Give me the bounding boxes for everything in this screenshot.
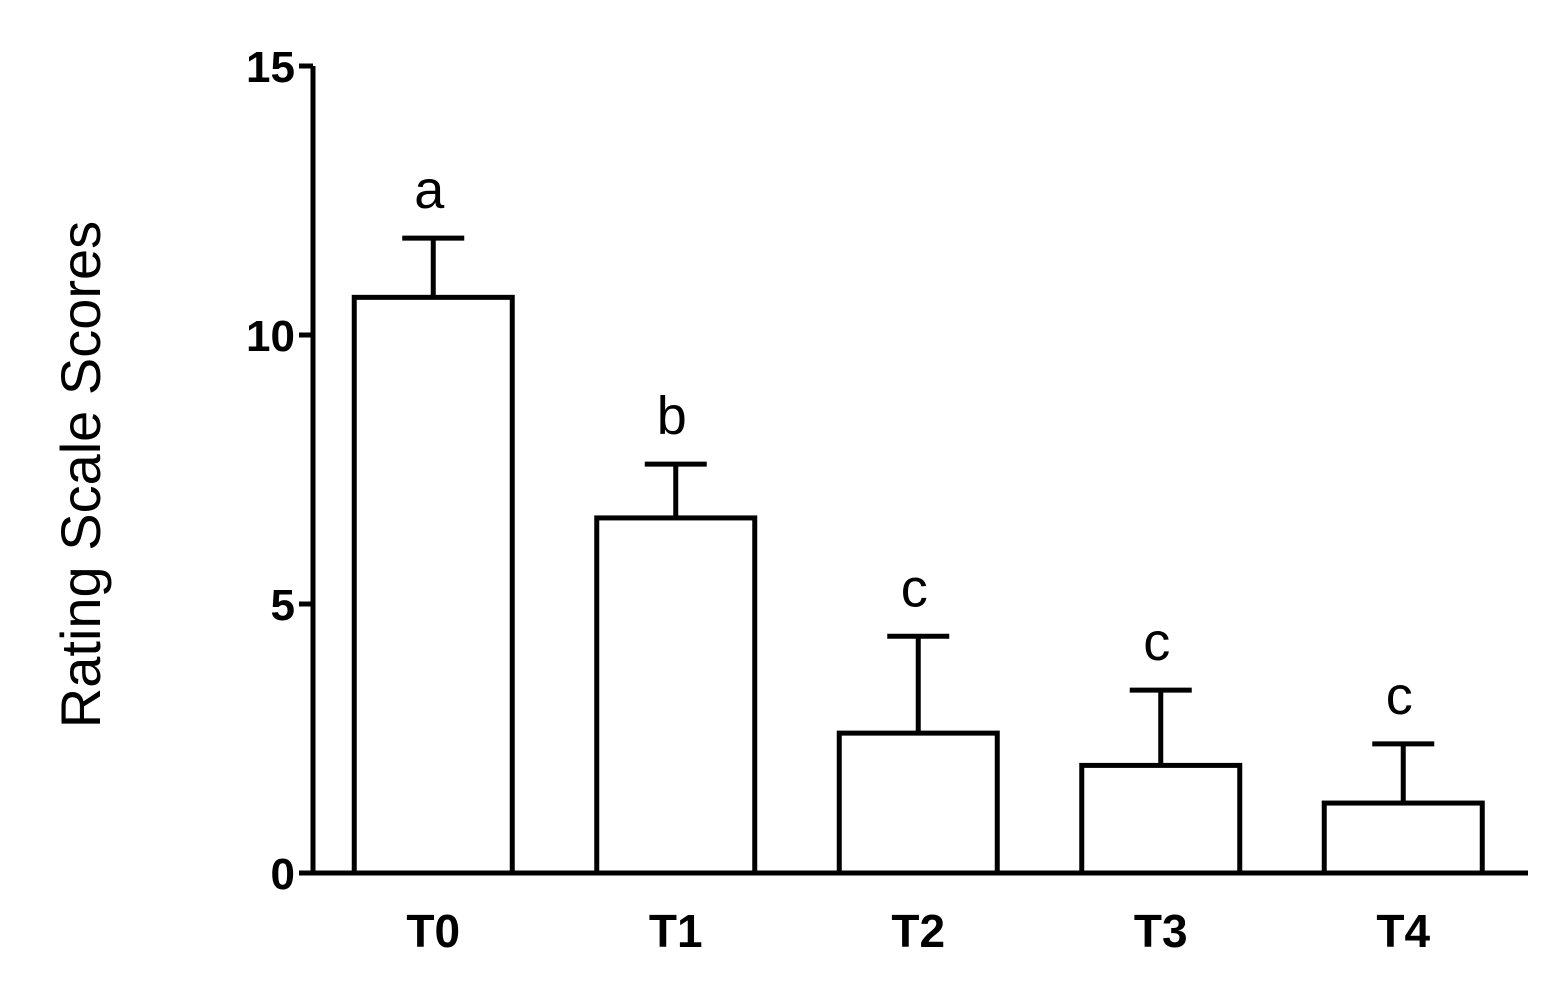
x-labels-layer: T0 T1 T2 T3 T4 — [406, 905, 1430, 957]
bar-t2 — [836, 730, 1000, 876]
significance-label-t3: c — [1143, 612, 1170, 672]
y-axis-title: Rating Scale Scores — [49, 221, 112, 728]
significance-label-t1: b — [657, 386, 687, 446]
bar-t4 — [1321, 800, 1485, 876]
x-tick-label-t2: T2 — [891, 905, 945, 957]
axes-layer — [310, 66, 1528, 876]
x-tick-label-t1: T1 — [649, 905, 703, 957]
y-tick-label: 5 — [271, 581, 295, 630]
significance-label-t4: c — [1386, 666, 1413, 726]
x-tick-label-t0: T0 — [406, 905, 460, 957]
y-axis-title-group: Rating Scale Scores — [49, 221, 112, 728]
y-tick-label: 10 — [246, 312, 295, 361]
y-ticks-layer: 0 5 10 15 — [246, 43, 313, 899]
bar-t1 — [594, 515, 758, 876]
x-tick-label-t4: T4 — [1376, 905, 1430, 957]
bar-t0 — [351, 294, 515, 876]
significance-label-t0: a — [414, 160, 445, 220]
bar-t3 — [1079, 762, 1243, 876]
x-tick-label-t3: T3 — [1134, 905, 1188, 957]
y-tick-label: 15 — [246, 43, 295, 92]
bars-layer: a b c c c — [351, 160, 1485, 876]
significance-label-t2: c — [901, 558, 928, 618]
y-tick-label: 0 — [271, 850, 295, 899]
